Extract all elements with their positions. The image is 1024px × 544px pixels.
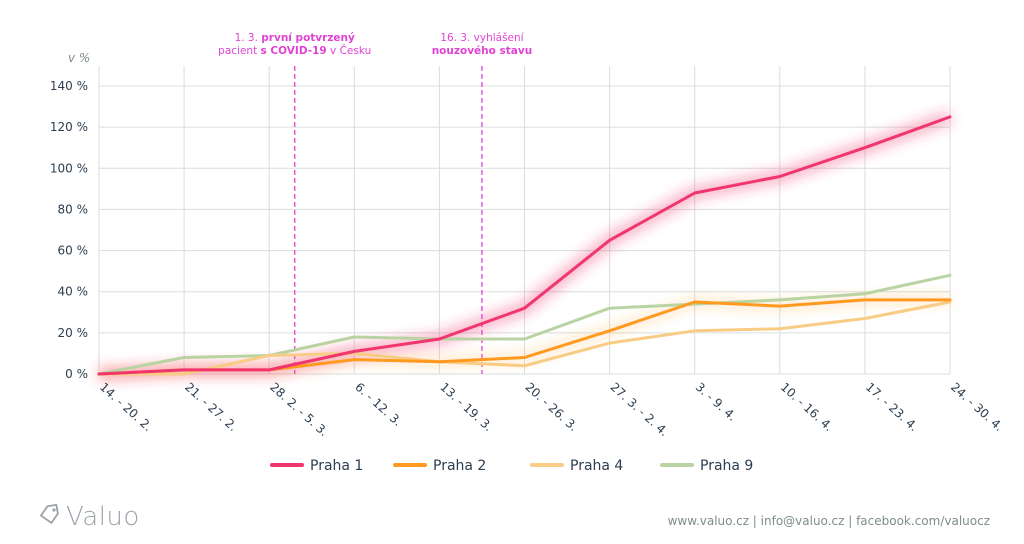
- x-tick-label: 20. - 26. 3.: [522, 380, 580, 434]
- tag-icon: [38, 503, 62, 531]
- x-tick-label: 24. - 30. 4.: [948, 380, 1006, 434]
- x-tick-label: 6. - 12. 3.: [352, 380, 404, 429]
- annotation-text: 1. 3. první potvrzený: [235, 32, 355, 44]
- legend-item: Praha 2: [393, 458, 486, 474]
- x-tick-label: 13. - 19. 3.: [437, 380, 495, 434]
- logo-text: Valuo: [66, 502, 140, 532]
- x-tick-label: 27. 3. - 2. 4.: [608, 380, 672, 439]
- footer-contact: www.valuo.cz | info@valuo.cz | facebook.…: [667, 514, 990, 528]
- y-axis-label: v %: [68, 51, 90, 65]
- series-line-praha-4: [97, 300, 952, 376]
- annotation-text: pacient s COVID-19 v Česku: [218, 44, 371, 57]
- y-tick-label: 120 %: [50, 120, 88, 134]
- legend-label: Praha 9: [700, 458, 753, 474]
- legend-item: Praha 1: [270, 458, 363, 474]
- y-tick-label: 60 %: [58, 244, 89, 258]
- y-tick-label: 20 %: [58, 326, 89, 340]
- x-tick-label: 17. - 23. 4.: [863, 380, 921, 434]
- x-tick-label: 21. - 27. 2.: [182, 380, 240, 434]
- x-tick-label: 10. - 16. 4.: [778, 380, 836, 434]
- annotation-text: 16. 3. vyhlášení: [440, 32, 524, 44]
- series-line-praha-9: [97, 273, 952, 376]
- legend-label: Praha 4: [570, 458, 623, 474]
- legend-label: Praha 1: [310, 458, 363, 474]
- y-tick-label: 80 %: [58, 202, 89, 216]
- x-tick-label: 3. - 9. 4.: [693, 380, 740, 424]
- valuo-logo: Valuo: [38, 502, 140, 532]
- y-tick-label: 100 %: [50, 161, 88, 175]
- x-tick-label: 14. - 20. 2.: [97, 380, 155, 434]
- legend-item: Praha 4: [530, 458, 623, 474]
- y-tick-label: 40 %: [58, 285, 89, 299]
- legend-label: Praha 2: [433, 458, 486, 474]
- legend-item: Praha 9: [660, 458, 753, 474]
- x-tick-label: 28. 2. - 5. 3.: [267, 380, 331, 439]
- y-tick-label: 140 %: [50, 79, 88, 93]
- annotation-text: nouzového stavu: [432, 45, 532, 57]
- y-tick-label: 0 %: [65, 367, 88, 381]
- series-line-praha-1: [97, 115, 952, 376]
